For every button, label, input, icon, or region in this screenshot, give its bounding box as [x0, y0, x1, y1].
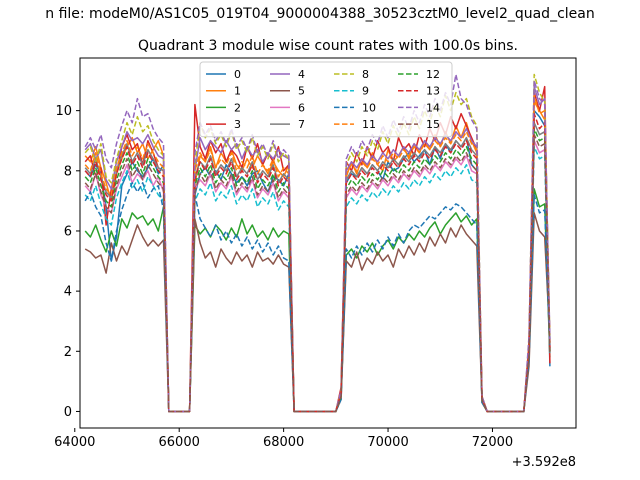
legend-label-8: 8	[362, 68, 369, 81]
chart-title: Quadrant 3 module wise count rates with …	[138, 38, 518, 54]
x-tick-label: 64000	[54, 435, 95, 450]
y-tick-label: 0	[64, 405, 72, 420]
legend-label-7: 7	[298, 118, 305, 131]
legend-label-12: 12	[426, 68, 440, 81]
legend-label-9: 9	[362, 85, 369, 98]
y-tick-label: 10	[55, 104, 72, 119]
legend-label-5: 5	[298, 85, 305, 98]
y-tick-label: 2	[64, 345, 72, 360]
legend-label-2: 2	[234, 101, 241, 114]
plot-area	[84, 73, 551, 413]
legend-label-3: 3	[234, 118, 241, 131]
plot-frame	[79, 57, 577, 429]
legend-label-11: 11	[362, 118, 376, 131]
legend-label-1: 1	[234, 85, 241, 98]
legend-label-6: 6	[298, 101, 305, 114]
series-line-9	[84, 145, 551, 413]
figure-suptitle: n file: modeM0/AS1C05_019T04_9000004388_…	[45, 6, 594, 22]
series-line-15	[84, 133, 551, 413]
x-tick-label: 70000	[367, 435, 408, 450]
x-tick-label: 72000	[472, 435, 513, 450]
legend-label-13: 13	[426, 85, 440, 98]
legend-label-0: 0	[234, 68, 241, 81]
y-tick-label: 4	[64, 285, 72, 300]
legend-frame	[199, 61, 453, 138]
legend-label-4: 4	[298, 68, 305, 81]
x-tick-label: 68000	[263, 435, 304, 450]
legend-label-10: 10	[362, 101, 376, 114]
y-axis: 0 2 4 6 8 10	[55, 104, 80, 420]
x-axis: 64000 66000 68000 70000 72000	[54, 428, 513, 450]
x-offset-label: +3.592e8	[512, 455, 576, 470]
y-tick-label: 6	[64, 224, 72, 239]
x-tick-label: 66000	[159, 435, 200, 450]
y-tick-label: 8	[64, 164, 72, 179]
legend-label-14: 14	[426, 101, 440, 114]
legend-label-15: 15	[426, 118, 440, 131]
